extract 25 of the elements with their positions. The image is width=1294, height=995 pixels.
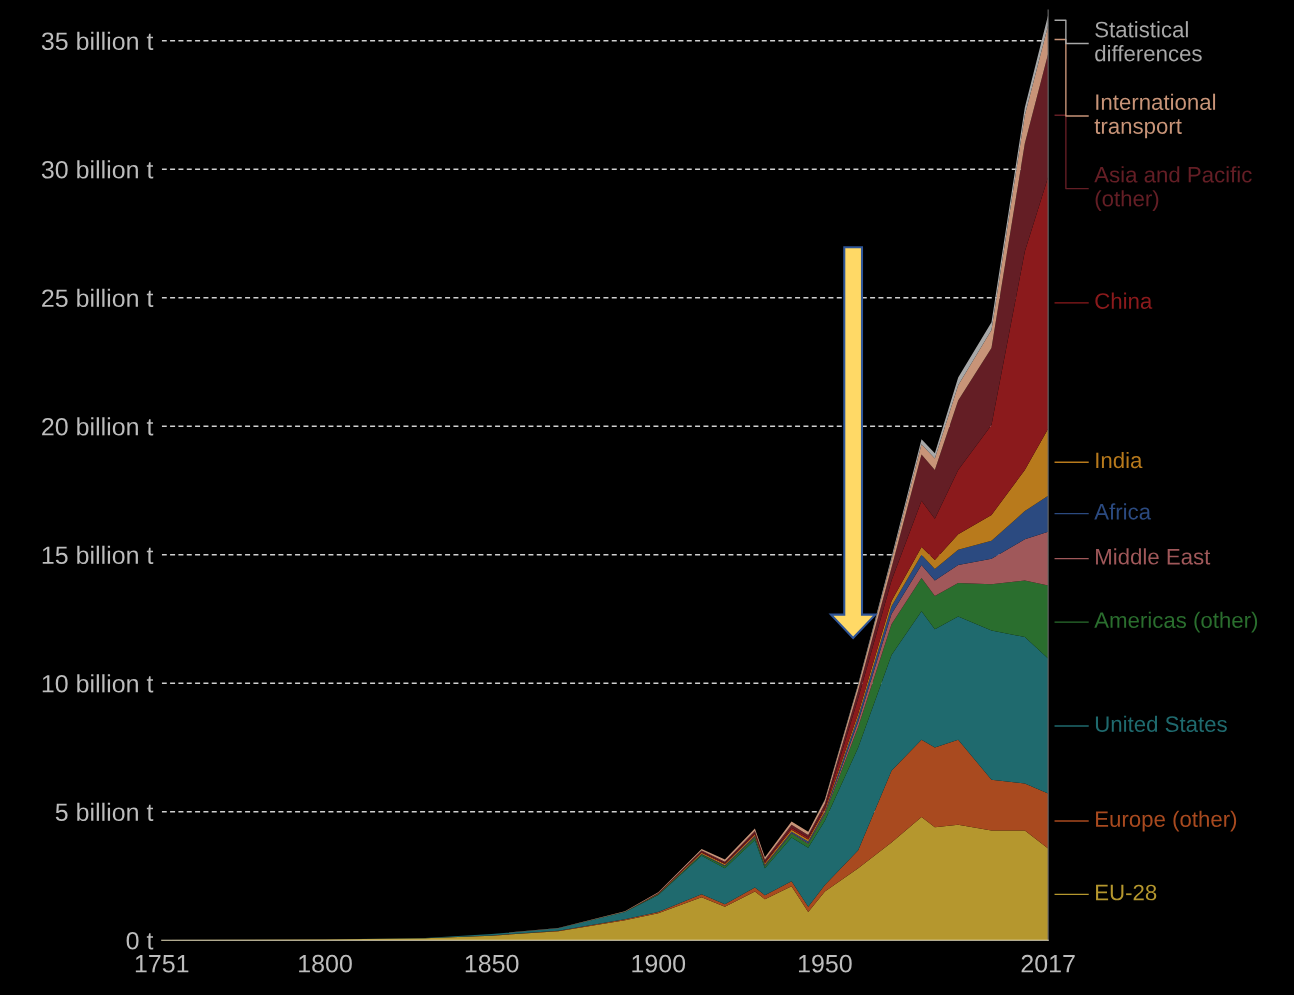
x-tick-label: 1850 xyxy=(465,954,519,973)
x-tick-label: 2017 xyxy=(1021,954,1075,973)
legend-label: Statistical differences xyxy=(1095,21,1202,62)
x-tick-label: 1800 xyxy=(299,954,352,973)
y-tick-label: 30 billion t xyxy=(41,160,154,179)
y-tick-label: 20 billion t xyxy=(42,417,154,436)
y-tick-label: 10 billion t xyxy=(42,674,154,693)
x-tick-label: 1950 xyxy=(798,954,852,973)
x-tick-label: 1900 xyxy=(632,954,686,973)
legend-label: United States xyxy=(1095,715,1227,733)
y-tick-label: 5 billion t xyxy=(55,802,154,822)
legend-label: Middle East xyxy=(1096,548,1211,565)
legend-label: Americas (other) xyxy=(1094,611,1258,633)
y-tick-label: 25 billion t xyxy=(42,288,154,308)
y-tick-label: 15 billion t xyxy=(42,545,154,565)
text: International transport xyxy=(1094,93,1216,139)
y-tick-label: 35 billion t xyxy=(41,31,154,51)
legend-label: EU-28 xyxy=(1096,884,1157,901)
legend-label: Africa xyxy=(1094,503,1152,520)
legend-label: China xyxy=(1095,292,1153,309)
legend-label: Europe (other) xyxy=(1096,810,1237,832)
text: Asia and Pacific (other) xyxy=(1094,166,1252,211)
legend-label: India xyxy=(1096,451,1143,469)
x-tick-label: 1751 xyxy=(135,955,189,973)
y-tick-label: 0 t xyxy=(126,931,154,950)
